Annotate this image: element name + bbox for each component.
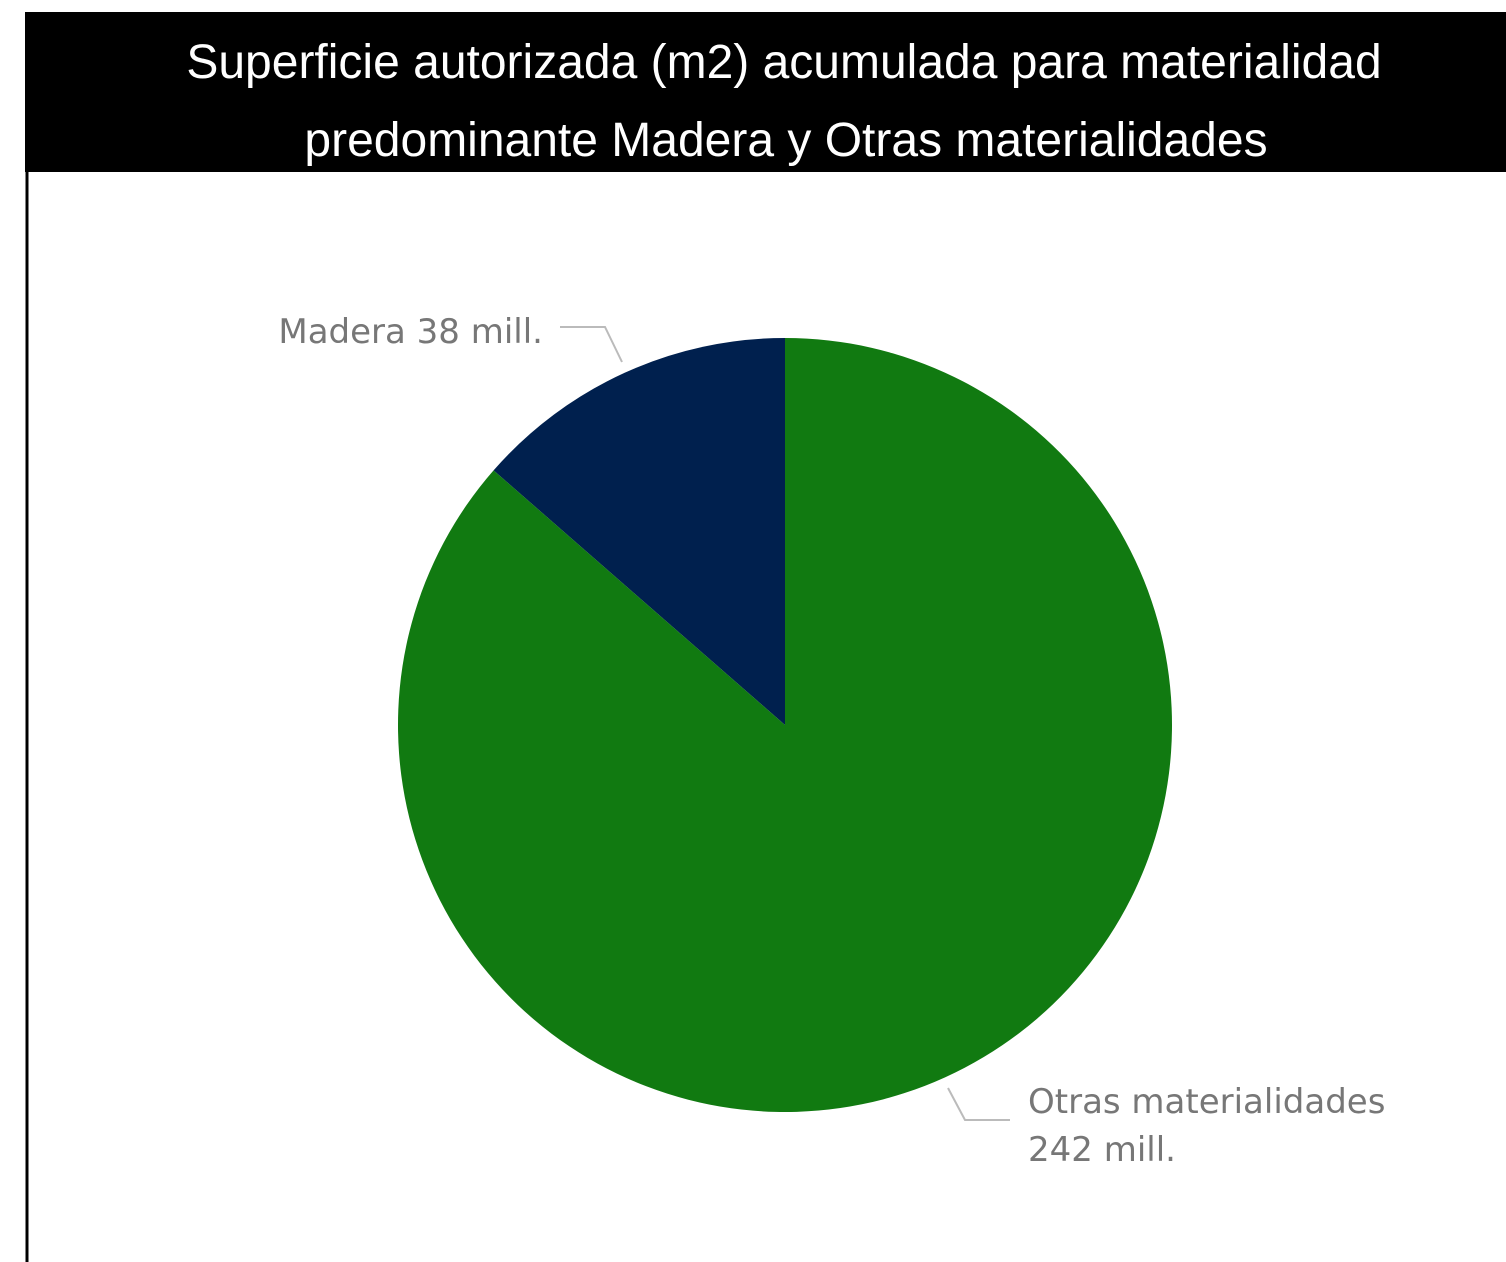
chart-title-line: Superficie autorizada (m2) acumulada par… [186, 36, 1381, 89]
title-bar [25, 12, 1506, 172]
chart-title-line: predominante Madera y Otras materialidad… [304, 114, 1267, 167]
pie-slice [493, 338, 785, 725]
leader-line [560, 326, 623, 363]
leader-line [947, 1087, 1010, 1121]
value-label: 38 mill. [417, 312, 543, 352]
data-label: Madera 38 mill. [278, 312, 543, 352]
pie [398, 338, 1172, 1112]
category-label: Otras materialidades [1028, 1082, 1385, 1122]
category-label: Madera [278, 312, 405, 352]
value-label: 242 mill. [1028, 1130, 1176, 1170]
pie-slice [398, 338, 1172, 1112]
